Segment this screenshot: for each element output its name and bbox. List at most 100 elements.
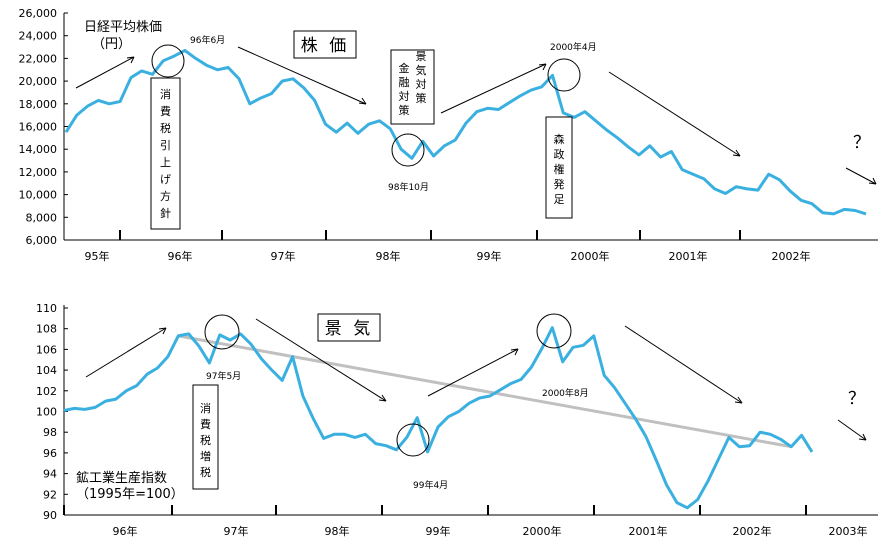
stock-x-tick-label: 2001年 — [669, 249, 708, 263]
box-mori — [545, 116, 573, 219]
box-mori-text: 森政権発足 — [554, 132, 565, 206]
prod-y-tick-label: 100 — [36, 406, 57, 419]
stock-y-tick-label: 20,000 — [19, 75, 58, 88]
stock-x-tick-label: 96年 — [168, 249, 193, 263]
prod-y-tick-label: 98 — [43, 426, 57, 439]
stock-ylabel-unit: （円） — [92, 37, 131, 52]
stock-title: 株 価 — [301, 36, 349, 56]
stock-y-tick-label: 8,000 — [26, 211, 58, 224]
trend-arrows — [75, 46, 877, 441]
stock-title-box — [293, 30, 357, 59]
prod-question: ？ — [848, 389, 865, 409]
arrow-up-4 — [427, 348, 519, 397]
stock-y-tick-label: 18,000 — [19, 98, 58, 111]
stock-y-tick-label: 14,000 — [19, 143, 58, 156]
box-econ-text: 景気対策 — [416, 50, 427, 105]
prod-x-labels: 96年 97年 98年 99年 2000年 2001年 2002年 2003年 — [113, 524, 868, 538]
prod-y-tick-label: 110 — [36, 302, 57, 315]
stock-x-tick-label: 98年 — [376, 249, 401, 263]
stock-x-labels: 95年 96年 97年 98年 99年 2000年 2001年 2002年 — [85, 249, 811, 263]
stock-y-tick-label: 16,000 — [19, 121, 58, 134]
prod-y-tick-label: 108 — [36, 323, 57, 336]
prod-x-tick-label: 2002年 — [733, 524, 772, 538]
peak-2000-circle — [547, 58, 581, 92]
stock-y-tick-label: 10,000 — [19, 189, 58, 202]
stock-y-ticks: 6,000 8,000 10,000 12,000 14,000 16,000 18,000… — [19, 7, 68, 247]
stock-x-tick-label: 95年 — [85, 249, 110, 263]
stock-x-tick-label: 99年 — [477, 249, 502, 263]
stock-chart: 6,000 8,000 10,000 12,000 14,000 16,000 18,000… — [19, 7, 878, 263]
stock-ylabel: 日経平均株価 — [84, 20, 162, 35]
stock-y-tick-label: 24,000 — [19, 30, 58, 43]
peak-2000-8-circle — [536, 313, 572, 349]
box-tax-hike-text: 消費税増税 — [200, 401, 211, 479]
prod-y-tick-label: 90 — [43, 509, 57, 522]
arrow-down-2-head — [732, 149, 741, 157]
note-96-6: 96年6月 — [190, 34, 225, 46]
stock-y-tick-label: 22,000 — [19, 52, 58, 65]
prod-x-tick-label: 99年 — [426, 524, 451, 538]
prod-x-tick-label: 2000年 — [523, 524, 562, 538]
stock-y-tick-label: 6,000 — [26, 234, 58, 247]
box-policy — [390, 49, 435, 125]
prod-y-tick-label: 104 — [36, 364, 57, 377]
arrow-down-2 — [608, 71, 741, 157]
prod-ylabel: 鉱工業生産指数 — [76, 470, 167, 486]
stock-question: ？ — [853, 133, 870, 153]
production-chart: 90 92 94 96 98 100 102 104 106 108 110 96年 97年 98年 99… — [36, 302, 878, 538]
arrow-up-2 — [440, 63, 547, 114]
arrow-down-1-head — [358, 97, 367, 105]
box-tax-plan — [150, 77, 181, 230]
prod-series-line — [63, 326, 814, 510]
arrow-down-5-head — [734, 396, 743, 404]
prod-x-tick-label: 2001年 — [629, 524, 668, 538]
box-tax-plan-text: 消費税引上げ方針 — [160, 87, 171, 220]
prod-x-tick-label: 98年 — [325, 524, 350, 538]
stock-x-tick-label: 2000年 — [571, 249, 610, 263]
arrow-up-1-head — [126, 56, 135, 64]
note-98-10: 98年10月 — [388, 181, 429, 193]
note-97-5: 97年5月 — [206, 370, 241, 382]
arrow-up-1 — [75, 56, 135, 89]
stock-x-ticks — [119, 230, 741, 240]
stock-x-tick-label: 97年 — [271, 249, 296, 263]
box-finance-text: 金融対策 — [399, 61, 410, 117]
arrow-down-5 — [624, 325, 743, 404]
arrow-down-1 — [237, 46, 367, 105]
peak-97-circle — [204, 314, 240, 350]
prod-x-tick-label: 96年 — [113, 524, 138, 538]
note-2000-4: 2000年4月 — [550, 41, 597, 53]
stock-x-tick-label: 2002年 — [772, 249, 811, 263]
stock-y-tick-label: 26,000 — [19, 7, 58, 20]
prod-y-tick-label: 102 — [36, 385, 57, 398]
arrow-up-3-head — [158, 327, 167, 335]
arrow-up-2-head — [538, 63, 547, 71]
prod-y-tick-label: 106 — [36, 343, 57, 356]
trough-98-circle — [391, 133, 425, 167]
peak-96-circle — [151, 44, 185, 78]
stock-series-line — [64, 49, 867, 216]
arrow-up-4-head — [510, 348, 519, 356]
prod-x-tick-label: 97年 — [224, 524, 249, 538]
arrow-down-6-head — [858, 433, 867, 441]
prod-title-box — [317, 313, 381, 342]
arrow-down-3 — [845, 167, 877, 185]
prod-y-tick-label: 96 — [43, 447, 57, 460]
prod-ylabel-unit: （1995年=100） — [76, 487, 184, 502]
arrow-down-3-head — [868, 177, 877, 185]
note-2000-8: 2000年8月 — [542, 387, 589, 399]
arrow-down-4-head — [378, 394, 387, 402]
arrow-down-6 — [837, 419, 867, 441]
arrow-down-4 — [255, 318, 387, 402]
prod-y-ticks: 90 92 94 96 98 100 102 104 106 108 110 — [36, 302, 68, 522]
trough-99-circle — [396, 423, 430, 457]
note-99-4: 99年4月 — [413, 479, 448, 491]
box-tax-hike — [192, 384, 219, 490]
prod-x-ticks — [63, 505, 807, 515]
arrow-up-3 — [85, 327, 167, 378]
prod-y-tick-label: 92 — [43, 488, 57, 501]
prod-title: 景 気 — [325, 319, 373, 339]
prod-reference-line — [178, 334, 792, 449]
prod-x-tick-label: 2003年 — [829, 524, 868, 538]
